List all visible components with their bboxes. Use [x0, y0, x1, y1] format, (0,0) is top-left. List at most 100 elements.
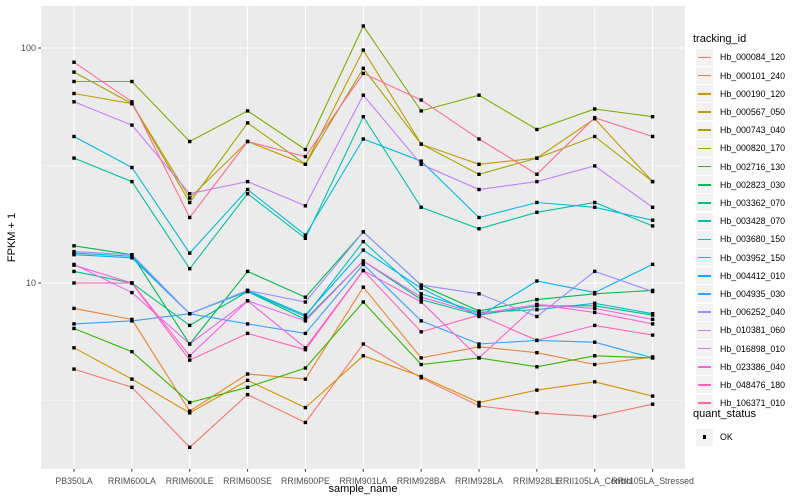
data-point-marker — [593, 164, 597, 168]
data-point-marker — [245, 139, 250, 144]
data-point-marker — [72, 346, 76, 350]
legend-color-line — [698, 347, 711, 350]
data-point-marker — [130, 165, 134, 170]
data-point-marker — [419, 292, 423, 296]
legend-item: Hb_000567_050 — [696, 103, 785, 121]
legend-item-label: Hb_000101_240 — [720, 70, 786, 81]
legend-color-line — [698, 220, 711, 222]
data-point-marker — [535, 365, 539, 369]
legend-item-label: Hb_003680_150 — [720, 234, 786, 245]
data-point-marker — [188, 342, 192, 346]
data-point-marker — [593, 107, 597, 111]
x-axis-title: sample_name — [328, 483, 397, 495]
legend-item-ok: OK — [696, 428, 733, 446]
data-point-marker — [245, 192, 250, 196]
data-point-marker — [72, 306, 76, 311]
legend-color-line — [698, 111, 711, 113]
data-point-marker — [650, 205, 655, 209]
data-point-marker — [361, 115, 365, 119]
data-point-marker — [419, 205, 423, 209]
data-point-marker — [650, 262, 655, 267]
data-point-marker — [361, 239, 365, 244]
data-point-marker — [130, 385, 134, 389]
data-point-marker — [535, 302, 539, 307]
data-point-marker — [593, 362, 597, 367]
data-point-marker — [72, 281, 76, 285]
data-point-marker — [650, 179, 655, 184]
data-point-marker — [419, 286, 423, 290]
legend-color-key-icon — [696, 358, 713, 376]
data-point-marker — [72, 60, 76, 64]
data-point-marker — [130, 256, 134, 260]
data-point-marker — [361, 71, 365, 76]
data-point-marker — [303, 295, 308, 299]
legend-item: Hb_002716_130 — [696, 158, 785, 176]
data-point-marker — [650, 289, 655, 294]
data-point-marker — [361, 354, 365, 358]
data-point-marker — [188, 215, 192, 220]
data-point-marker — [361, 137, 365, 141]
legend-color-line — [698, 165, 711, 168]
data-point-marker — [72, 100, 76, 104]
data-point-marker — [419, 300, 423, 304]
legend-color-line — [698, 274, 711, 277]
legend-item-label: Hb_000190_120 — [720, 88, 786, 99]
legend-item: Hb_003680_150 — [696, 230, 785, 248]
legend-item: Hb_000190_120 — [696, 85, 785, 103]
legend-item: Hb_016898_010 — [696, 340, 785, 358]
data-point-marker — [303, 319, 308, 323]
data-point-marker — [477, 187, 481, 192]
legend-item: Hb_010381_060 — [696, 321, 785, 339]
data-point-marker — [303, 300, 308, 304]
data-point-marker — [419, 374, 423, 379]
data-point-marker — [535, 279, 539, 283]
legend-color-key-icon — [696, 121, 713, 139]
data-point-marker — [303, 147, 308, 152]
data-point-marker — [650, 356, 655, 360]
legend-item-label: Hb_003362_070 — [720, 197, 786, 208]
data-point-marker — [188, 354, 192, 358]
legend-color-key-icon — [696, 394, 713, 412]
data-point-marker — [593, 380, 597, 384]
legend-title-tracking-id: tracking_id — [693, 33, 747, 45]
legend-color-key-icon — [696, 249, 713, 266]
x-tick-label: RRIM928BA — [397, 476, 446, 486]
data-point-marker — [188, 445, 192, 449]
data-point-marker — [419, 283, 423, 287]
legend-item-label: Hb_023386_040 — [720, 361, 786, 372]
legend-title-quant-status: quant_status — [693, 408, 756, 420]
data-point-marker — [72, 253, 76, 257]
legend-color-line — [698, 202, 711, 204]
legend-color-line — [698, 56, 711, 59]
data-point-marker — [188, 409, 192, 413]
legend-color-line — [698, 384, 711, 386]
legend-item: Hb_006252_040 — [696, 303, 785, 321]
data-point-marker — [303, 162, 308, 166]
data-point-marker — [477, 227, 481, 231]
data-point-marker — [130, 123, 134, 127]
data-point-marker — [477, 292, 481, 296]
legend-color-line — [698, 256, 711, 259]
data-point-marker — [245, 288, 250, 293]
data-point-marker — [72, 91, 76, 96]
data-point-marker — [245, 299, 250, 303]
data-point-marker — [245, 331, 250, 336]
data-point-marker — [650, 333, 655, 337]
legend-item-label: Hb_000567_050 — [720, 106, 786, 117]
ok-square-marker-icon — [696, 428, 713, 446]
data-point-marker — [593, 290, 597, 295]
x-tick-label: RRII105LA_Stressed — [611, 476, 694, 486]
legend-item-label: Hb_000084_120 — [720, 52, 786, 63]
legend-item: Hb_000101_240 — [696, 67, 785, 85]
data-point-marker — [477, 215, 481, 220]
legend-item-label: Hb_000743_040 — [720, 125, 786, 136]
x-tick-label: RRIM600PE — [281, 476, 330, 486]
data-point-marker — [188, 411, 192, 415]
legend-color-line — [698, 293, 711, 295]
data-point-marker — [303, 420, 308, 425]
legend-color-line — [698, 92, 711, 95]
legend-item-label: Hb_004935_030 — [720, 288, 786, 299]
legend-item: Hb_000743_040 — [696, 121, 785, 139]
data-point-marker — [593, 269, 597, 274]
